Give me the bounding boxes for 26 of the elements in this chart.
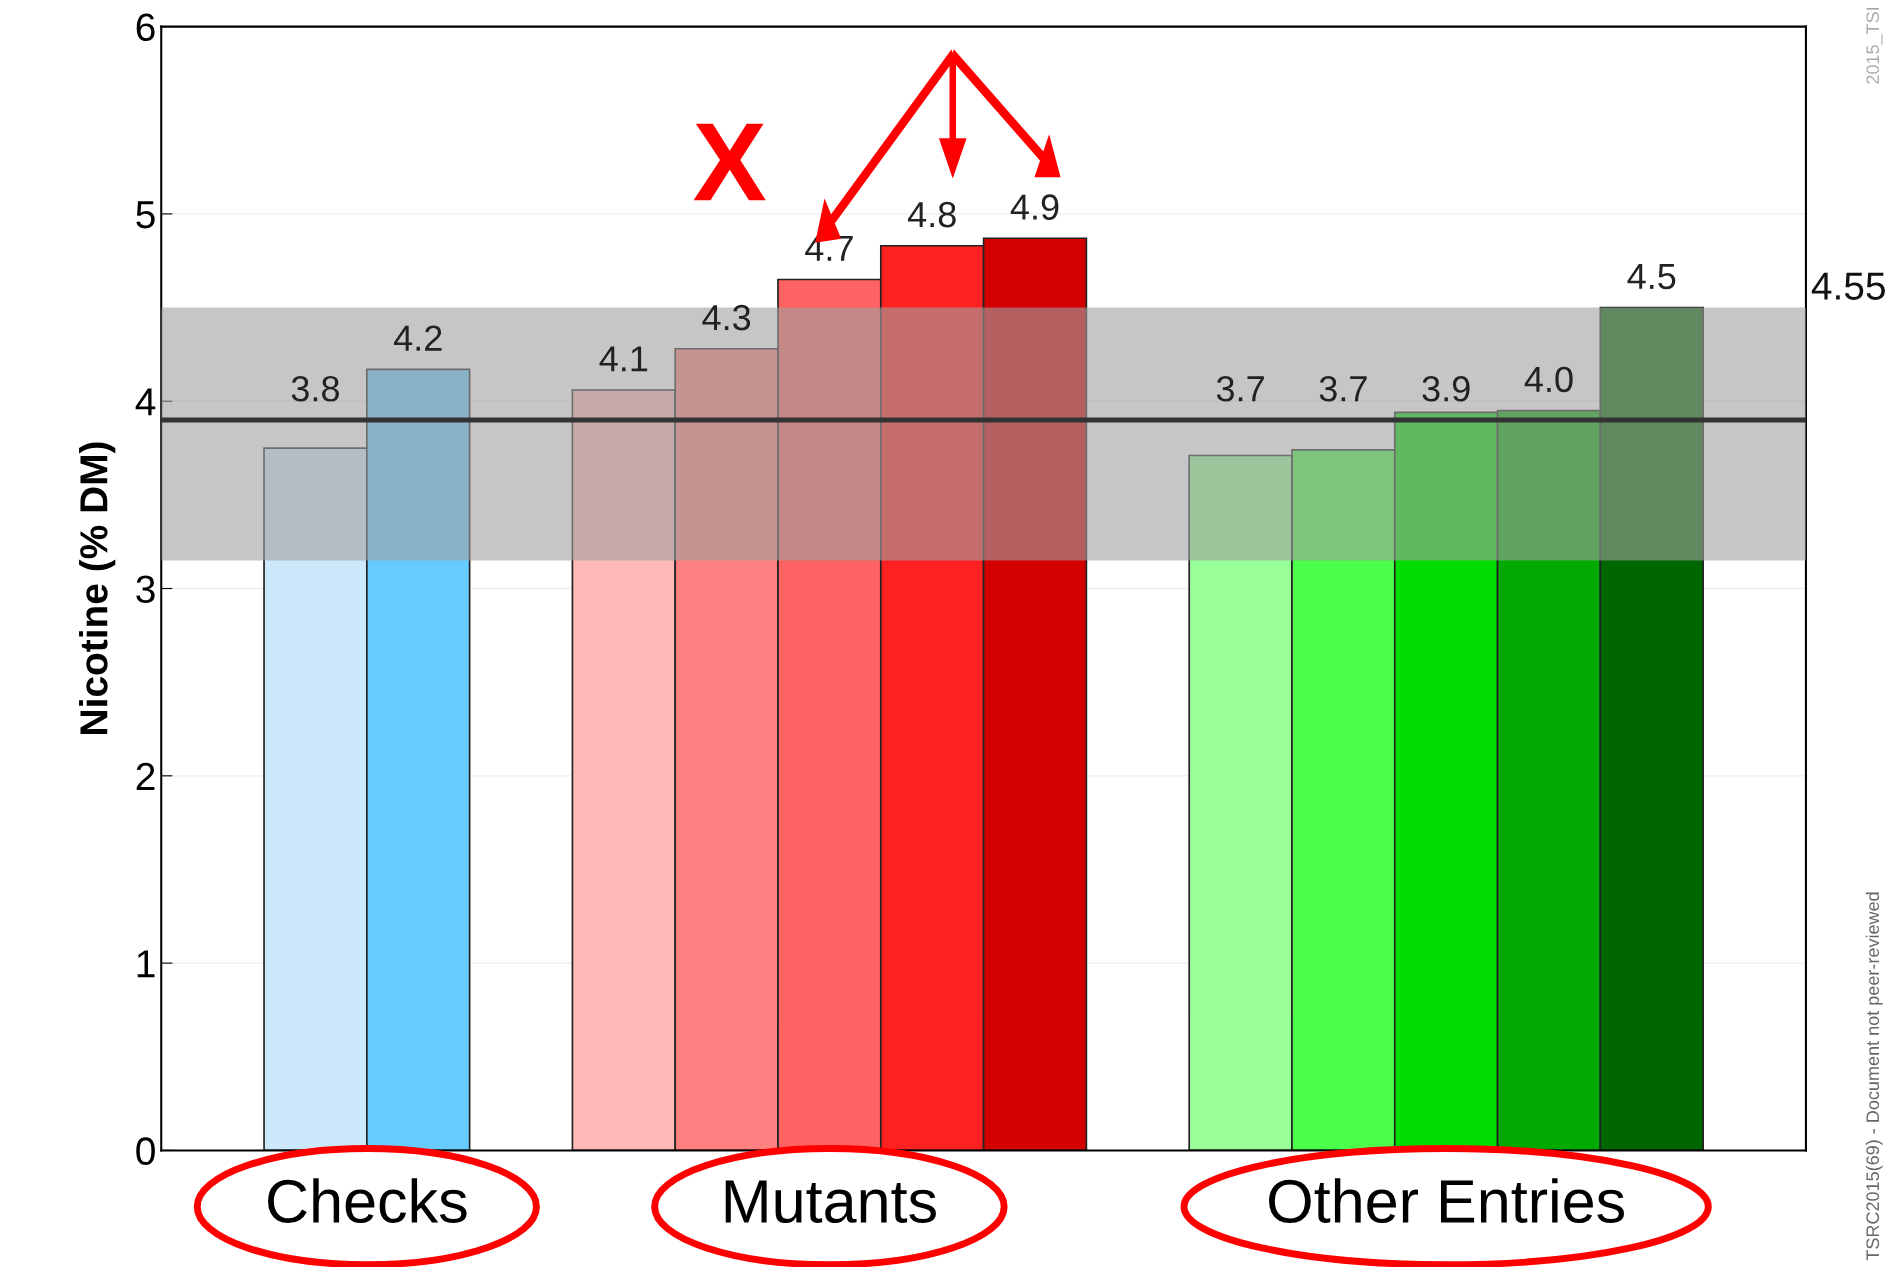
y-axis-title: Nicotine (% DM) [79,442,116,734]
data-label: 4.1 [599,346,648,372]
y-tick-label: 5 [136,201,155,229]
data-label: 4.3 [702,304,751,331]
text: Checks [268,1178,467,1224]
text: Other Entries [1269,1178,1624,1224]
y-tick-label: 3 [136,575,155,603]
data-label: 3.9 [1422,376,1470,402]
text: Mutants [725,1180,936,1224]
y-tick-label: 1 [137,950,155,978]
data-label: 4.0 [1524,366,1573,393]
data-label: 3.7 [1319,376,1367,402]
data-label: 4.5 [1627,263,1676,290]
y-tick-label: 4 [135,388,156,416]
y-tick-label: 0 [136,1137,155,1165]
data-label: 4.8 [907,201,956,228]
y-tick-label: 2 [136,762,155,790]
data-label: 3.8 [291,376,339,402]
data-label: 4.9 [1010,194,1059,220]
data-label: 3.7 [1216,376,1264,402]
annotation: X [693,123,766,201]
text: 2015_TSI [1866,7,1883,84]
y-tick-label: 6 [136,13,155,42]
text: TSRC2015(69) - Document not peer-reviewed [1865,892,1883,1261]
band-label: 4.55 [1811,272,1885,300]
data-label: 4.2 [393,325,442,351]
